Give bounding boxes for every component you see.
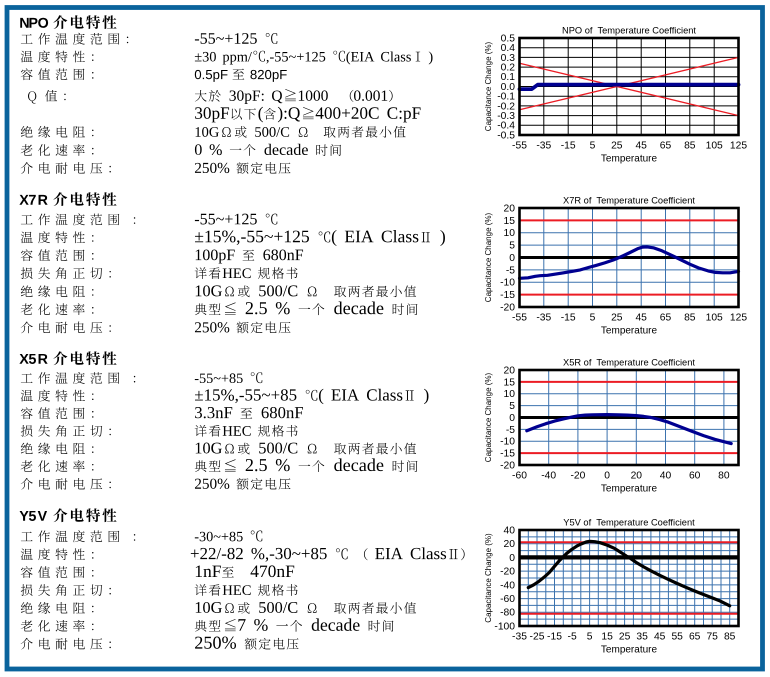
svg-text:20: 20 <box>631 470 643 481</box>
svg-text:-20: -20 <box>570 470 585 481</box>
svg-text:-5: -5 <box>506 425 515 436</box>
svg-text:5: 5 <box>590 140 596 151</box>
svg-text:-100: -100 <box>494 621 515 632</box>
svg-text:105: 105 <box>706 312 723 323</box>
svg-text:Capacitance Change (%): Capacitance Change (%) <box>484 41 493 131</box>
svg-text:0: 0 <box>604 470 610 481</box>
svg-text:-0.1: -0.1 <box>497 92 515 103</box>
svg-text:0.1: 0.1 <box>501 72 516 83</box>
svg-text:-20: -20 <box>500 567 515 578</box>
svg-text:25: 25 <box>611 140 623 151</box>
svg-text:125: 125 <box>730 140 747 151</box>
svg-text:75: 75 <box>706 631 718 642</box>
svg-text:20: 20 <box>504 203 516 214</box>
svg-text:10: 10 <box>504 228 516 239</box>
svg-text:-60: -60 <box>512 470 527 481</box>
svg-text:0.5: 0.5 <box>501 33 516 44</box>
svg-text:5: 5 <box>509 401 515 412</box>
svg-text:Temperature: Temperature <box>601 483 658 494</box>
svg-text:105: 105 <box>706 140 723 151</box>
svg-text:Temperature: Temperature <box>601 325 658 336</box>
svg-text:0: 0 <box>509 413 515 424</box>
svg-text:45: 45 <box>654 631 666 642</box>
svg-text:-35: -35 <box>536 140 551 151</box>
svg-text:5: 5 <box>590 312 596 323</box>
svg-text:Capacitance Change (%): Capacitance Change (%) <box>484 372 493 462</box>
svg-text:-15: -15 <box>547 631 562 642</box>
svg-text:-25: -25 <box>530 631 545 642</box>
svg-text:-20: -20 <box>500 460 515 471</box>
svg-text:-5: -5 <box>506 265 515 276</box>
svg-text:0: 0 <box>509 253 515 264</box>
svg-text:-40: -40 <box>541 470 556 481</box>
svg-text:-5: -5 <box>568 631 577 642</box>
svg-text:5: 5 <box>587 631 593 642</box>
svg-text:-60: -60 <box>500 594 515 605</box>
svg-text:Y5V of Temperature Coefficien: Y5V of Temperature Coefficient <box>563 518 695 528</box>
svg-text:0: 0 <box>509 553 515 564</box>
svg-text:NPO of Temperature Coefficien: NPO of Temperature Coefficient <box>562 26 696 36</box>
svg-text:X5R of Temperature Coefficien: X5R of Temperature Coefficient <box>563 358 695 368</box>
svg-text:-0.2: -0.2 <box>497 101 515 112</box>
svg-text:-0.3: -0.3 <box>497 111 515 122</box>
svg-text:45: 45 <box>635 140 647 151</box>
svg-text:-15: -15 <box>561 312 576 323</box>
svg-text:80: 80 <box>718 470 730 481</box>
svg-text:10: 10 <box>504 389 516 400</box>
svg-text:20: 20 <box>504 365 516 376</box>
svg-text:5: 5 <box>509 241 515 252</box>
svg-text:-15: -15 <box>500 290 515 301</box>
svg-text:-80: -80 <box>500 608 515 619</box>
svg-text:-10: -10 <box>500 437 515 448</box>
svg-text:-15: -15 <box>500 449 515 460</box>
svg-text:35: 35 <box>636 631 648 642</box>
svg-text:-15: -15 <box>561 140 576 151</box>
svg-text:-55: -55 <box>512 140 527 151</box>
svg-text:125: 125 <box>730 312 747 323</box>
svg-text:85: 85 <box>724 631 736 642</box>
svg-text:40: 40 <box>660 470 672 481</box>
svg-text:0.2: 0.2 <box>501 63 516 74</box>
svg-text:-10: -10 <box>500 278 515 289</box>
svg-text:0.3: 0.3 <box>501 53 516 64</box>
svg-text:65: 65 <box>689 631 701 642</box>
svg-text:Capacitance Change (%): Capacitance Change (%) <box>484 533 493 623</box>
svg-text:85: 85 <box>684 140 696 151</box>
svg-text:45: 45 <box>635 312 647 323</box>
svg-text:-0.5: -0.5 <box>497 130 515 141</box>
svg-text:20: 20 <box>504 539 516 550</box>
svg-text:X7R of Temperature Coefficien: X7R of Temperature Coefficient <box>563 196 695 206</box>
svg-text:-35: -35 <box>512 631 527 642</box>
svg-text:60: 60 <box>689 470 701 481</box>
svg-text:85: 85 <box>684 312 696 323</box>
svg-text:-20: -20 <box>500 302 515 313</box>
svg-text:25: 25 <box>611 312 623 323</box>
svg-text:15: 15 <box>504 216 516 227</box>
svg-text:-40: -40 <box>500 580 515 591</box>
svg-text:25: 25 <box>619 631 631 642</box>
svg-text:65: 65 <box>660 312 672 323</box>
svg-text:-35: -35 <box>536 312 551 323</box>
svg-text:Temperature: Temperature <box>601 153 658 164</box>
svg-text:Capacitance Change (%): Capacitance Change (%) <box>484 212 493 302</box>
svg-text:40: 40 <box>504 525 516 536</box>
svg-text:15: 15 <box>504 377 516 388</box>
svg-text:0.0: 0.0 <box>501 82 516 93</box>
svg-text:0.4: 0.4 <box>501 43 516 54</box>
svg-text:Temperature: Temperature <box>601 644 658 655</box>
svg-text:55: 55 <box>671 631 683 642</box>
svg-text:-55: -55 <box>512 312 527 323</box>
svg-text:-0.4: -0.4 <box>497 121 515 132</box>
svg-text:65: 65 <box>660 140 672 151</box>
svg-text:15: 15 <box>601 631 613 642</box>
